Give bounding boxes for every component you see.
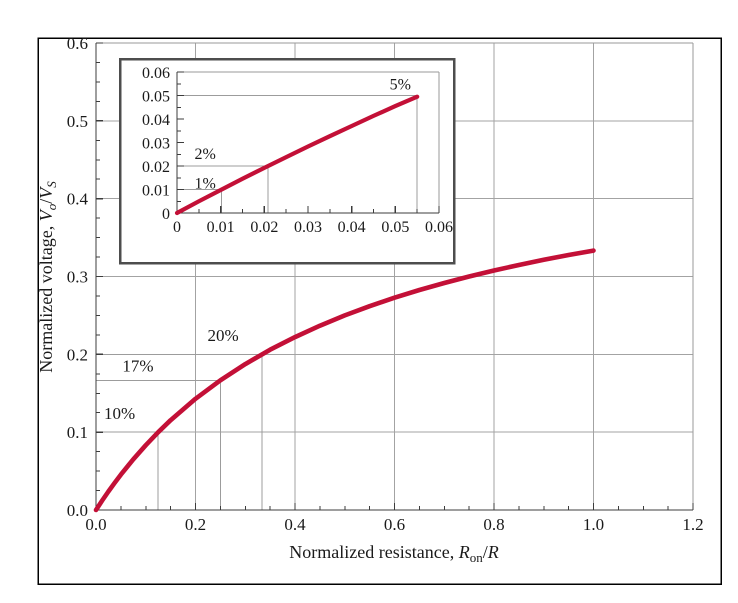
axis-label-part: R [458, 542, 470, 562]
inset-annotation: 2% [194, 146, 215, 163]
axis-label-part: Normalized resistance, [289, 542, 458, 562]
main-y-tick-label: 0.0 [67, 501, 88, 520]
inset-x-tick-label: 0.04 [338, 219, 366, 236]
inset-x-tick-label: 0.06 [425, 219, 453, 236]
inset-x-tick-label: 0 [173, 219, 181, 236]
main-curve [93, 248, 596, 513]
axis-label-part: o [44, 203, 59, 210]
axis-label-part: V [36, 208, 56, 221]
axis-label-part: R [487, 542, 499, 562]
main-y-tick-label: 0.3 [67, 268, 88, 287]
main-x-tick-label: 0.2 [185, 515, 206, 534]
inset-x-tick-label: 0.02 [250, 219, 278, 236]
inset-x-tick-label: 0.05 [381, 219, 409, 236]
main-y-tick-label: 0.2 [67, 345, 88, 364]
inset-y-tick-label: 0.04 [142, 112, 170, 129]
main-x-tick-label: 1.2 [682, 515, 703, 534]
axis-label-part: Normalized voltage, [36, 221, 56, 372]
inset-y-tick-label: 0.02 [142, 159, 170, 176]
inset-annotation: 1% [194, 175, 215, 192]
inset-y-tick-label: 0.05 [142, 89, 170, 106]
main-annotation: 10% [104, 404, 135, 423]
inset-y-tick-label: 0.06 [142, 65, 170, 82]
main-x-tick-label: 1.0 [583, 515, 604, 534]
inset-y-tick-label: 0.01 [142, 183, 170, 200]
axis-label-part: / [483, 542, 488, 562]
inset-y-tick-label: 0.03 [142, 136, 170, 153]
inset-x-tick-label: 0.01 [207, 219, 235, 236]
main-y-tick-label: 0.4 [67, 190, 89, 209]
axis-label-part: V [36, 186, 56, 199]
main-annotation: 20% [207, 326, 238, 345]
inset-annotation: 5% [390, 77, 411, 94]
figure-border [37, 37, 722, 585]
y-axis-title: Normalized voltage, Vo/VS [36, 181, 59, 373]
main-x-tick-label: 0.8 [483, 515, 504, 534]
axis-label-part: S [44, 181, 59, 188]
x-axis-title: Normalized resistance, Ron/R [289, 542, 498, 565]
axis-label-part: / [36, 199, 56, 204]
main-y-tick-label: 0.5 [67, 112, 88, 131]
main-annotation: 17% [122, 356, 153, 375]
inset-y-tick-label: 0 [162, 206, 170, 223]
main-y-tick-label: 0.6 [67, 34, 88, 53]
inset-curve [174, 94, 420, 216]
axis-label-part: on [470, 550, 484, 565]
main-y-tick-label: 0.1 [67, 423, 88, 442]
inset-panel [118, 57, 456, 265]
inset-x-tick-label: 0.03 [294, 219, 322, 236]
main-x-tick-label: 0.0 [85, 515, 106, 534]
main-x-tick-label: 0.6 [384, 515, 405, 534]
main-x-tick-label: 0.4 [284, 515, 306, 534]
